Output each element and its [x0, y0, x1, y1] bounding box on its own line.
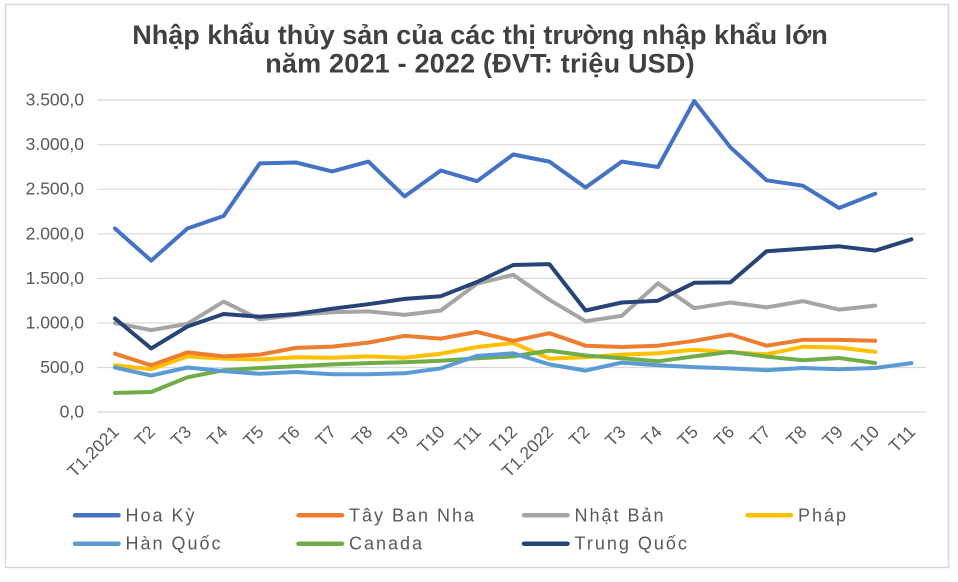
svg-text:2.500,0: 2.500,0 [26, 179, 85, 199]
svg-text:Canada: Canada [349, 534, 424, 554]
svg-text:3.000,0: 3.000,0 [26, 134, 85, 154]
svg-text:Hàn Quốc: Hàn Quốc [126, 534, 223, 554]
svg-text:Nhập khẩu thủy sản của các th: Nhập khẩu thủy sản của các thị trường nh… [132, 20, 828, 50]
svg-text:Hoa Kỳ: Hoa Kỳ [126, 505, 197, 525]
svg-text:2.000,0: 2.000,0 [26, 223, 85, 243]
svg-text:Nhật Bản: Nhật Bản [575, 505, 666, 525]
svg-text:Trung Quốc: Trung Quốc [575, 534, 689, 554]
svg-text:năm 2021 - 2022 (ĐVT: triệu US: năm 2021 - 2022 (ĐVT: triệu USD) [265, 49, 695, 79]
svg-text:Tây Ban Nha: Tây Ban Nha [349, 505, 476, 525]
svg-text:3.500,0: 3.500,0 [26, 90, 85, 110]
svg-text:1.500,0: 1.500,0 [26, 268, 85, 288]
svg-text:0,0: 0,0 [60, 402, 85, 422]
svg-text:Pháp: Pháp [798, 505, 848, 525]
svg-text:500,0: 500,0 [40, 357, 84, 377]
svg-text:1.000,0: 1.000,0 [26, 313, 85, 333]
